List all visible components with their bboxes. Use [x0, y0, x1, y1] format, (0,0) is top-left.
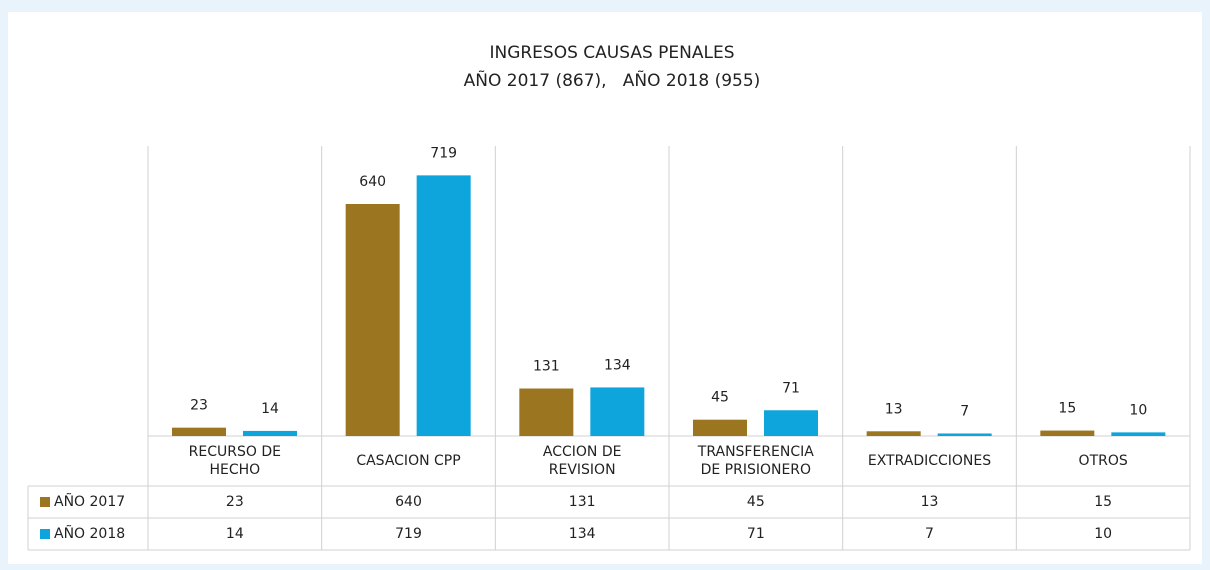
x-tick-label: TRANSFERENCIA DE PRISIONERO	[697, 444, 814, 478]
bar	[243, 430, 297, 436]
table-value: 10	[1094, 526, 1112, 542]
data-label: 13	[885, 401, 903, 417]
chart-subtitle: AÑO 2017 (867), AÑO 2018 (955)	[464, 69, 761, 91]
table-value: 134	[569, 526, 596, 542]
chart-title: INGRESOS CAUSAS PENALES	[489, 43, 734, 63]
data-label: 640	[359, 174, 386, 190]
data-label: 7	[960, 403, 969, 419]
data-label: 71	[782, 380, 800, 396]
x-tick-label: CASACION CPP	[356, 453, 461, 469]
bar	[1040, 430, 1095, 436]
data-label: 719	[430, 145, 457, 161]
data-label: 23	[190, 398, 208, 414]
legend-swatch	[40, 529, 50, 539]
data-label: 15	[1058, 401, 1076, 417]
bar	[937, 433, 992, 436]
category-box: EXTRADICCIONES	[867, 453, 992, 469]
legend-swatch	[40, 497, 50, 507]
category-box: RECURSO DE HECHO	[188, 444, 281, 478]
table-value: 7	[925, 526, 934, 542]
table-value: 15	[1094, 494, 1112, 510]
category-box: ACCION DE REVISION	[542, 444, 622, 478]
bar	[345, 204, 400, 436]
data-label: 14	[261, 401, 279, 417]
table-value: 71	[747, 526, 765, 542]
bar	[519, 388, 574, 436]
data-label: 131	[533, 359, 560, 375]
table-value: 23	[226, 494, 244, 510]
table-value: 719	[395, 526, 422, 542]
x-tick-label: RECURSO DE HECHO	[188, 444, 281, 478]
bar	[693, 419, 747, 436]
legend-label: AÑO 2017	[54, 493, 125, 510]
bar	[1111, 432, 1166, 436]
bar	[764, 410, 818, 436]
table-value: 14	[226, 526, 244, 542]
legend-label: AÑO 2018	[54, 525, 125, 542]
bar	[172, 427, 226, 436]
table-value: 131	[569, 494, 596, 510]
data-label: 10	[1129, 402, 1147, 418]
x-tick-label: OTROS	[1078, 453, 1128, 469]
x-tick-label: ACCION DE REVISION	[542, 444, 622, 478]
data-label: 134	[604, 357, 631, 373]
table-value: 45	[747, 494, 765, 510]
table-value: 640	[395, 494, 422, 510]
data-label: 45	[711, 390, 729, 406]
bar	[866, 431, 921, 436]
category-box: CASACION CPP	[356, 453, 461, 469]
category-box: OTROS	[1078, 453, 1128, 469]
table-value: 13	[921, 494, 939, 510]
x-tick-label: EXTRADICCIONES	[867, 453, 992, 469]
chart-area	[8, 12, 1202, 564]
bar	[416, 175, 471, 437]
category-box: TRANSFERENCIA DE PRISIONERO	[697, 444, 814, 478]
bar	[590, 387, 645, 436]
